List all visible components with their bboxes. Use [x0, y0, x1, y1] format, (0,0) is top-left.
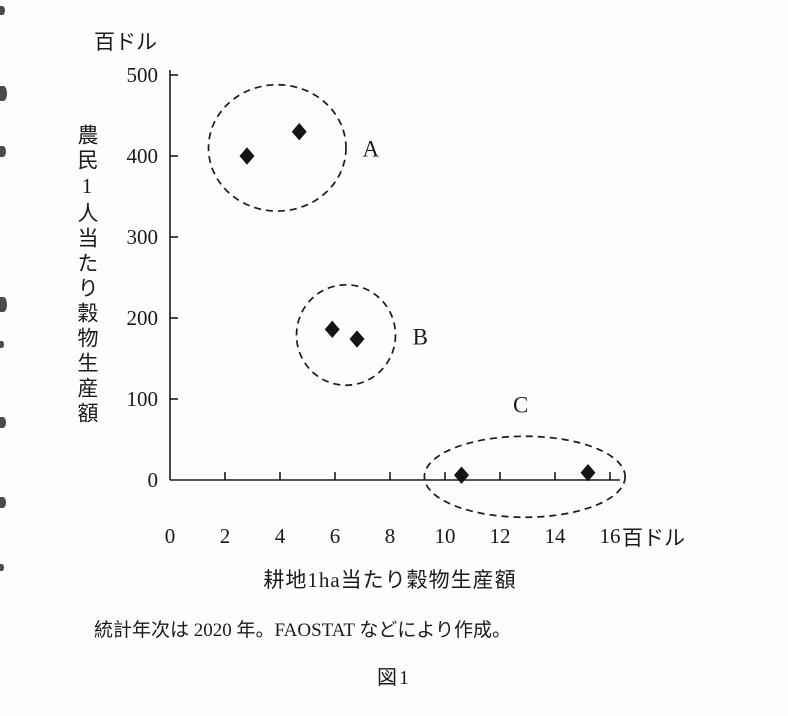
- scan-artifact: [0, 146, 6, 157]
- scan-artifact: [0, 417, 6, 428]
- y-axis-unit-label: 百ドル: [94, 30, 157, 54]
- data-point-B: [349, 330, 365, 348]
- y-axis-title: 農民1人当たり穀物生産額: [75, 124, 99, 427]
- source-note: 統計年次は 2020 年。FAOSTAT などにより作成。: [94, 620, 511, 641]
- data-point-C: [580, 464, 596, 482]
- y-tick-label: 100: [127, 387, 159, 411]
- data-point-C: [454, 466, 469, 484]
- group-A-label: A: [362, 137, 379, 162]
- scan-artifact: [0, 564, 4, 571]
- y-tick-label: 200: [127, 306, 159, 330]
- group-C-ellipse: [423, 435, 626, 519]
- y-tick-label: 500: [127, 63, 159, 87]
- x-tick-label: 10: [435, 524, 456, 548]
- figure-caption: 図1: [377, 667, 411, 689]
- scan-artifact: [0, 297, 7, 312]
- scan-artifact: [0, 6, 5, 15]
- x-tick-label: 4: [275, 524, 286, 548]
- data-point-A: [239, 147, 255, 165]
- x-tick-label: 8: [385, 524, 396, 548]
- group-C-label: C: [513, 393, 528, 418]
- group-B-label: B: [413, 325, 428, 350]
- x-axis-title: 耕地1ha当たり穀物生産額: [263, 568, 517, 592]
- scan-artifact: [0, 86, 7, 101]
- y-tick-label: 0: [148, 468, 159, 492]
- x-tick-label: 14: [545, 524, 567, 548]
- group-B-ellipse: [295, 283, 397, 387]
- y-tick-label: 400: [127, 144, 159, 168]
- x-tick-label: 12: [490, 524, 511, 548]
- x-tick-label: 0: [165, 524, 176, 548]
- scan-artifact: [0, 341, 4, 348]
- x-tick-label: 16: [600, 524, 621, 548]
- y-tick-label: 300: [127, 225, 159, 249]
- x-tick-label: 6: [330, 524, 341, 548]
- x-axis-unit-label: 百ドル: [622, 526, 685, 550]
- data-point-A: [291, 123, 307, 141]
- scan-artifact: [0, 497, 6, 508]
- x-tick-label: 2: [220, 524, 231, 548]
- group-A-ellipse: [207, 83, 347, 212]
- data-point-B: [324, 320, 340, 339]
